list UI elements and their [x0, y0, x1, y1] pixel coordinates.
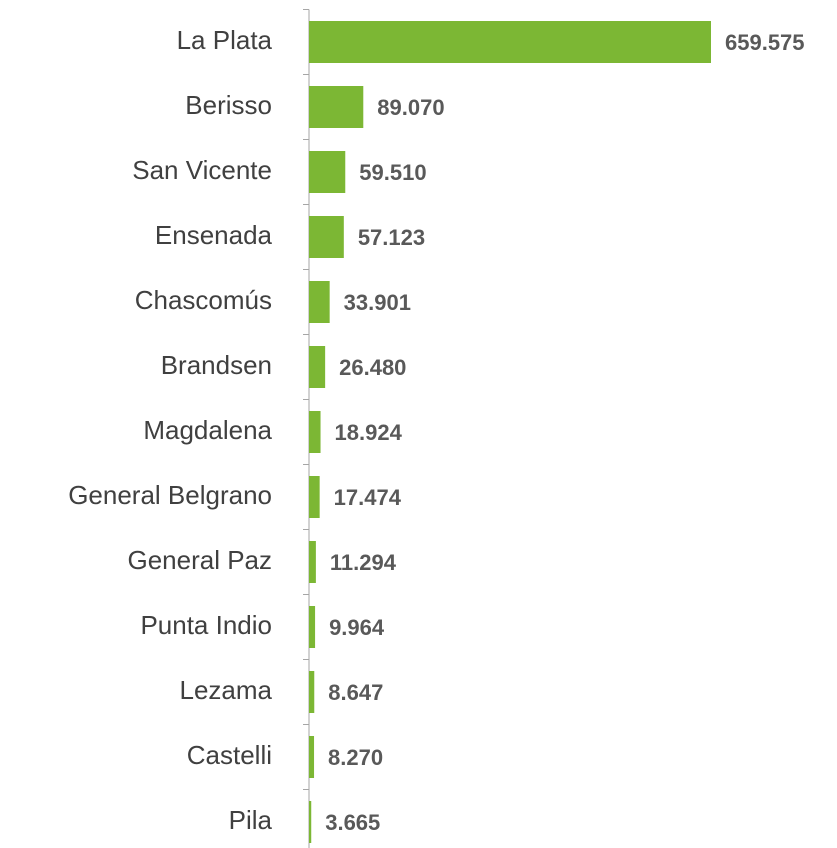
data-label: 9.964: [329, 615, 385, 640]
bar: [309, 281, 330, 323]
bar: [309, 151, 346, 193]
category-label: Brandsen: [161, 350, 272, 380]
bar: [309, 216, 344, 258]
bar: [309, 411, 321, 453]
bar: [309, 541, 316, 583]
data-label: 89.070: [377, 95, 444, 120]
category-label: Pila: [229, 805, 273, 835]
category-label: Berisso: [185, 90, 272, 120]
category-label: Magdalena: [143, 415, 272, 445]
bar: [309, 801, 312, 843]
bar: [309, 21, 711, 63]
category-label: Chascomús: [135, 285, 272, 315]
bar: [309, 606, 316, 648]
data-label: 17.474: [334, 485, 402, 510]
data-label: 33.901: [344, 290, 411, 315]
bar: [309, 476, 320, 518]
data-label: 8.647: [328, 680, 383, 705]
data-label: 18.924: [335, 420, 403, 445]
category-label: General Belgrano: [68, 480, 272, 510]
category-label: Ensenada: [155, 220, 273, 250]
bar: [309, 346, 326, 388]
data-label: 3.665: [325, 810, 380, 835]
data-label: 8.270: [328, 745, 383, 770]
category-label: Lezama: [180, 675, 273, 705]
bar: [309, 736, 315, 778]
data-label: 659.575: [725, 30, 805, 55]
data-label: 26.480: [339, 355, 406, 380]
bar: [309, 86, 364, 128]
category-label: Castelli: [187, 740, 272, 770]
category-label: La Plata: [177, 25, 273, 55]
category-label: General Paz: [127, 545, 272, 575]
category-label: San Vicente: [132, 155, 272, 185]
data-label: 11.294: [330, 550, 397, 575]
data-label: 59.510: [359, 160, 426, 185]
category-label: Punta Indio: [140, 610, 272, 640]
bar: [309, 671, 315, 713]
data-label: 57.123: [358, 225, 425, 250]
